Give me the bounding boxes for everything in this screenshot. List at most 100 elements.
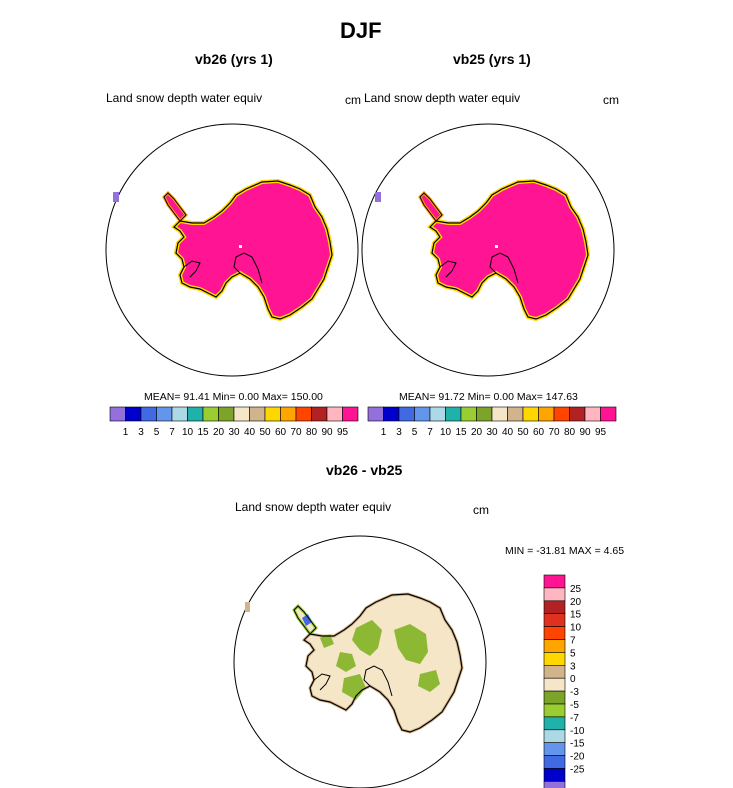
panel3-colorbar-swatch [543,613,566,627]
panel3-island-patch [245,602,250,612]
panel2-colorbar-tick-label: 3 [396,427,402,438]
panel2-title: vb25 (yrs 1) [453,51,531,67]
panel1-colorbar-swatch [233,406,250,422]
panel3-map [233,535,487,788]
panel3-colorbar-swatch [543,768,566,782]
panel1-colorbar-tick-label: 70 [290,427,302,438]
panel1-units-label: cm [345,93,361,107]
panel1-colorbar-swatch [311,406,328,422]
panel1-colorbar-swatch [264,406,281,422]
panel1-colorbar-tick-label: 15 [197,427,209,438]
panel2-colorbar-tick-label: 80 [564,427,576,438]
panel2-colorbar-swatch [367,406,384,422]
panel3-colorbar-tick-label: -15 [570,739,585,750]
panel1-variable-label: Land snow depth water equiv [106,91,263,105]
panel2-colorbar-tick-label: 5 [412,427,418,438]
panel3-colorbar-swatch [543,600,566,614]
panel3-colorbar-tick-label: -5 [570,700,579,711]
panel2-colorbar-swatch [553,406,570,422]
panel2-colorbar-tick-label: 20 [471,427,483,438]
panel2-colorbar-tick-label: 90 [579,427,591,438]
panel2-colorbar-tick-label: 95 [595,427,607,438]
panel2-colorbar-swatch [507,406,524,422]
panel3-colorbar-swatch [543,716,566,731]
panel1-colorbar-swatch [171,406,188,422]
panel3-colorbar-tick-label: -7 [570,713,579,724]
panel1-colorbar-tick-label: 10 [182,427,194,438]
panel3-colorbar-tick-label: 20 [570,597,582,608]
panel3-colorbar-swatch [543,742,566,756]
panel1-colorbar-tick-label: 80 [306,427,318,438]
panel2-colorbar-tick-label: 10 [440,427,452,438]
panel2-colorbar-swatch [445,406,462,422]
panel3-colorbar-swatch [543,574,566,589]
panel3-patch-2 [394,624,428,664]
panel1-colorbar-tick-label: 1 [123,427,129,438]
panel1-colorbar-swatch [342,406,359,422]
panel2-colorbar-swatch [569,406,586,422]
panel2-colorbar-swatch [476,406,493,422]
panel3-colorbar-swatch [543,703,566,718]
panel1-pole-dot [239,245,242,248]
panel2-units-label: cm [603,93,619,107]
panel2-colorbar-swatch [429,406,446,422]
panel1-colorbar: 1 3 5 7 10 15 20 30 40 50 60 70 80 90 95 [109,406,359,438]
panel3-colorbar-tick-label: 15 [570,610,582,621]
panel1-title: vb26 (yrs 1) [195,51,273,67]
panel2-map [361,123,615,377]
panel1-stats: MEAN= 91.41 Min= 0.00 Max= 150.00 [144,391,323,403]
panel2-colorbar-tick-label: 15 [455,427,467,438]
panel3-colorbar-tick-label: -25 [570,765,585,776]
panel3-colorbar-tick-label: 25 [570,584,582,595]
panel3-colorbar-tick-label: -20 [570,752,585,763]
panel3-patch-1 [352,620,382,656]
panel3-colorbar-swatch [543,690,566,705]
panel3-colorbar-swatch [543,755,566,769]
panel3-colorbar-tick-label: -3 [570,687,579,698]
panel3-blue-patch [302,614,312,626]
panel3-colorbar: 25 20 15 10 75 3 0 -3 -5 -7 -10 -15 -20 -25 [543,574,585,788]
panel1-colorbar-tick-label: 50 [259,427,271,438]
panel1-island-patch [113,192,119,202]
panel3-colorbar-tick-label: 3 [570,661,576,672]
panel2-colorbar: 1 3 5 7 10 15 20 30 40 50 60 70 80 90 95 [367,406,617,438]
panel2-colorbar-swatch [398,406,415,422]
panel2-colorbar-swatch [584,406,601,422]
panel1-colorbar-tick-label: 5 [154,427,160,438]
panel3-stats: MIN = -31.81 MAX = 4.65 [505,545,625,557]
panel2-colorbar-tick-label: 40 [502,427,514,438]
panel1-colorbar-swatch [202,406,219,422]
panel2-variable-label: Land snow depth water equiv [364,91,521,105]
panel1-colorbar-tick-label: 95 [337,427,349,438]
panel3-colorbar-swatch [543,652,566,666]
panel2-island-patch [375,192,381,202]
panel2-colorbar-tick-label: 1 [381,427,387,438]
panel3-title: vb26 - vb25 [326,462,403,478]
panel2-stats: MEAN= 91.72 Min= 0.00 Max= 147.63 [399,391,578,403]
panel2-colorbar-swatch [460,406,477,422]
panel3-colorbar-tick-label: 7 [570,636,576,647]
panel2-colorbar-swatch [600,406,617,422]
panel3-colorbar-swatch [543,639,566,653]
panel2-colorbar-tick-label: 70 [548,427,560,438]
panel2-colorbar-swatch [491,406,508,422]
panel1-colorbar-tick-label: 20 [213,427,225,438]
panel1-colorbar-swatch [125,406,142,422]
panel2-colorbar-tick-label: 50 [517,427,529,438]
panel3-patch-4 [336,652,356,672]
panel1-colorbar-tick-label: 3 [138,427,144,438]
panel3-colorbar-tick-label: -10 [570,726,585,737]
panel3-colorbar-swatch [543,626,566,640]
panel1-colorbar-swatch [326,406,343,422]
panel3-patch-3 [418,670,440,692]
panel3-colorbar-swatch [543,587,566,602]
panel3-units-label: cm [473,503,489,517]
panel3-colorbar-swatch [543,677,566,692]
panel2-pole-dot [495,245,498,248]
panel1-colorbar-tick-label: 90 [321,427,333,438]
panel1-colorbar-tick-label: 7 [169,427,175,438]
panel2-colorbar-swatch [383,406,400,422]
panel1-colorbar-swatch [140,406,157,422]
panel3-colorbar-tick-label: 5 [570,648,576,659]
panel2-colorbar-tick-label: 60 [533,427,545,438]
